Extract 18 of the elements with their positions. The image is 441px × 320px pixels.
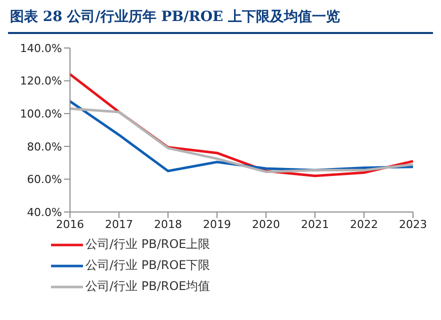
x-tick-label: 2020 (252, 218, 280, 231)
x-tick-label: 2023 (399, 218, 427, 231)
y-tick-label: 80.0% (27, 140, 62, 154)
y-tick-label: 60.0% (27, 173, 62, 186)
y-tick-label: 40.0% (27, 206, 62, 219)
x-tick-label: 2017 (105, 218, 133, 231)
x-tick-label: 2019 (203, 218, 231, 231)
x-tick-label: 2018 (154, 218, 182, 231)
legend-label: 公司/行业 PB/ROE均值 (86, 278, 210, 295)
x-tick-label: 2016 (56, 218, 84, 231)
x-tick-label: 2022 (350, 218, 378, 231)
x-tick-label: 2021 (301, 218, 329, 231)
y-tick-label: 140.0% (20, 42, 62, 55)
y-tick-label: 120.0% (20, 74, 62, 88)
legend-label: 公司/行业 PB/ROE上限 (86, 236, 210, 253)
y-tick-label: 100.0% (20, 108, 62, 121)
legend-label: 公司/行业 PB/ROE下限 (86, 257, 210, 274)
chart-title: 图表 28 公司/行业历年 PB/ROE 上下限及均值一览 (8, 8, 433, 34)
